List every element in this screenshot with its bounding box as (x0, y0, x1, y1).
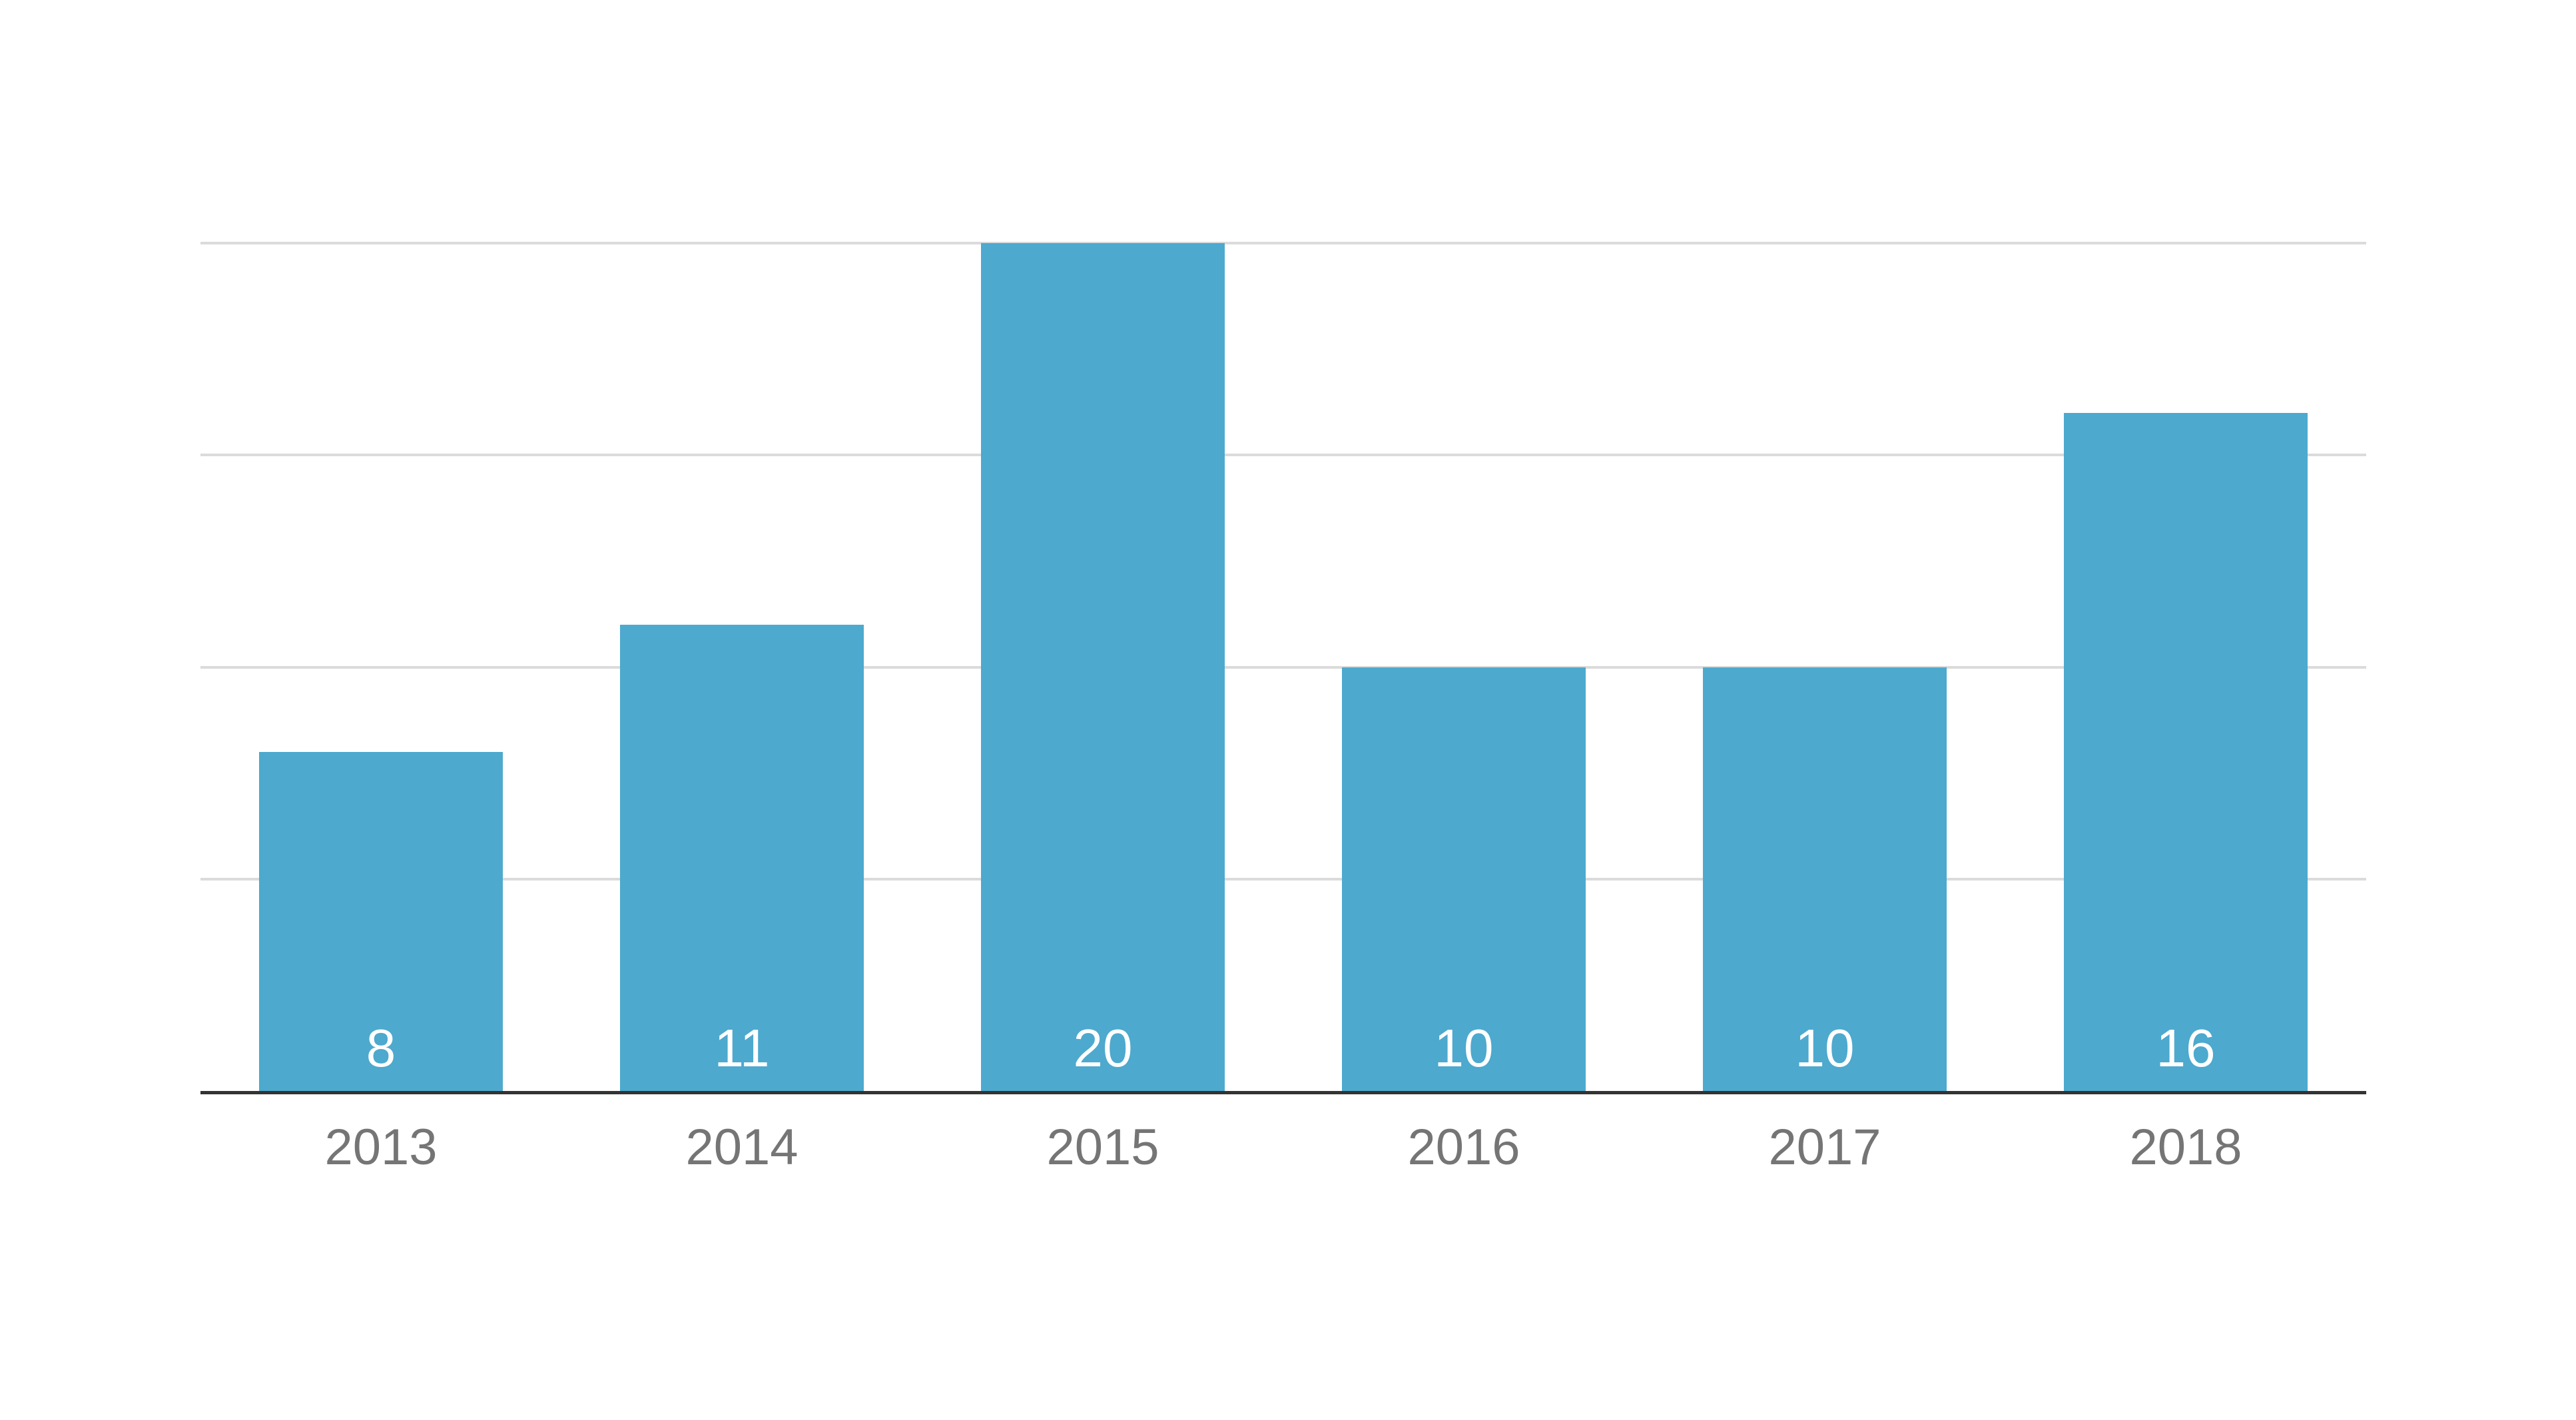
bar-2018[interactable]: 16 (2064, 412, 2308, 1091)
gridline-15 (200, 454, 2366, 457)
x-axis-baseline (200, 1091, 2366, 1094)
gridline-20 (200, 242, 2366, 244)
x-tick-label-2016: 2016 (1407, 1119, 1520, 1176)
bar-value-label-2018: 16 (2156, 1018, 2216, 1078)
x-axis-labels: 2013 2014 2015 2016 2017 2018 (200, 1118, 2366, 1185)
bar-2014[interactable]: 11 (620, 624, 864, 1091)
bar-value-label-2016: 10 (1434, 1018, 1494, 1078)
x-tick-label-2018: 2018 (2129, 1119, 2242, 1176)
x-tick-label-2013: 2013 (324, 1119, 438, 1176)
gridline-10 (200, 665, 2366, 669)
bar-2017[interactable]: 10 (1703, 667, 1947, 1091)
gridline-5 (200, 877, 2366, 881)
bar-value-label-2017: 10 (1795, 1018, 1855, 1078)
x-tick-label-2015: 2015 (1046, 1119, 1159, 1176)
x-tick-label-2014: 2014 (685, 1119, 799, 1176)
bar-value-label-2015: 20 (1073, 1018, 1133, 1078)
plot-area: 8 11 20 10 10 16 (200, 242, 2366, 1091)
bar-2016[interactable]: 10 (1342, 667, 1586, 1091)
bar-2013[interactable]: 8 (259, 751, 503, 1091)
bar-value-label-2014: 11 (714, 1018, 770, 1078)
bar-2015[interactable]: 20 (981, 243, 1225, 1091)
bar-value-label-2013: 8 (366, 1018, 396, 1078)
x-tick-label-2017: 2017 (1768, 1119, 1881, 1176)
